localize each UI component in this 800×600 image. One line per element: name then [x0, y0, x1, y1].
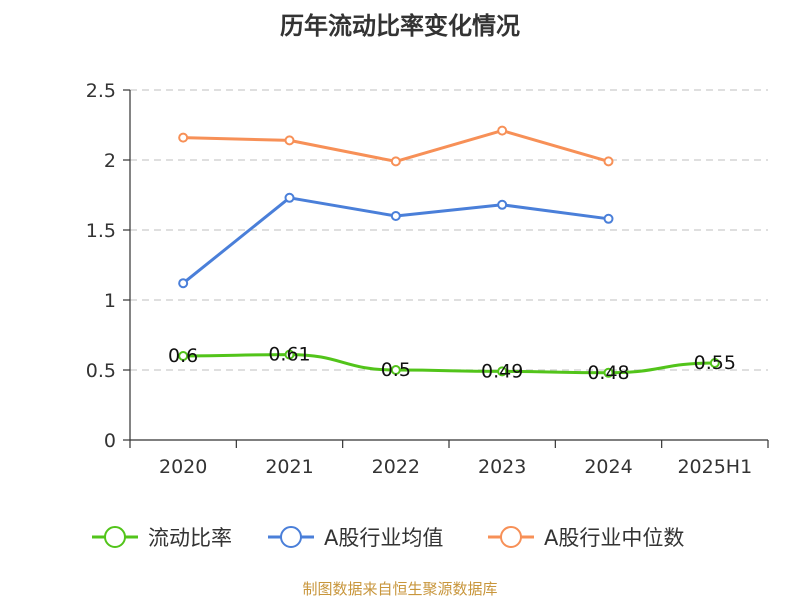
series-line [181, 353, 717, 375]
y-tick-label: 2 [104, 150, 116, 172]
data-point [284, 349, 295, 360]
x-tick-label: 2022 [372, 456, 420, 478]
x-tick-label: 2025H1 [677, 456, 752, 478]
legend-label: A股行业中位数 [544, 526, 684, 550]
axes [123, 89, 769, 448]
y-tick-label: 1 [104, 290, 116, 312]
data-point [603, 156, 614, 167]
data-point [709, 358, 720, 368]
source-note: 制图数据来自恒生聚源数据库 [302, 580, 498, 598]
data-label: 0.55 [694, 352, 736, 374]
grid-lines [130, 89, 768, 371]
data-point [178, 278, 189, 289]
data-point [497, 199, 508, 210]
data-point [497, 125, 508, 136]
data-point [603, 213, 614, 224]
y-tick-label: 2.5 [86, 80, 116, 102]
data-point [284, 135, 295, 146]
data-label: 0.6 [168, 345, 198, 367]
y-tick-label: 0.5 [86, 360, 116, 382]
data-label: 0.49 [481, 360, 523, 382]
data-label: 0.48 [587, 362, 629, 384]
x-tick-label: 2021 [265, 456, 313, 478]
legend-label: 流动比率 [148, 526, 232, 550]
data-point [603, 367, 614, 378]
series-line [181, 196, 610, 285]
data-point [497, 366, 508, 377]
data-labels: 0.6 0.61 0.5 0.49 0.48 0.55 [168, 344, 736, 384]
legend: 流动比率 A股行业均值 A股行业中位数 [92, 526, 684, 550]
legend-marker [104, 526, 126, 548]
legend-marker [500, 526, 522, 548]
data-point [390, 156, 401, 167]
legend-label: A股行业均值 [324, 526, 443, 550]
chart-title: 历年流动比率变化情况 [280, 12, 520, 40]
y-tick-label: 0 [104, 430, 116, 452]
x-tick-label: 2020 [159, 456, 207, 478]
tick-labels: 0 0.5 1 1.5 2 2.5 2020 2021 2022 2023 2024 2025H1 [86, 80, 752, 478]
data-point [178, 132, 189, 143]
series-lines [178, 125, 720, 378]
data-label: 0.61 [268, 344, 310, 366]
legend-marker [280, 526, 302, 548]
data-label: 0.5 [381, 359, 411, 381]
x-tick-label: 2023 [478, 456, 526, 478]
data-point [390, 211, 401, 221]
data-point [390, 365, 401, 375]
data-point [284, 192, 295, 203]
data-point [178, 351, 189, 361]
x-tick-label: 2024 [584, 456, 632, 478]
y-tick-label: 1.5 [86, 220, 116, 242]
